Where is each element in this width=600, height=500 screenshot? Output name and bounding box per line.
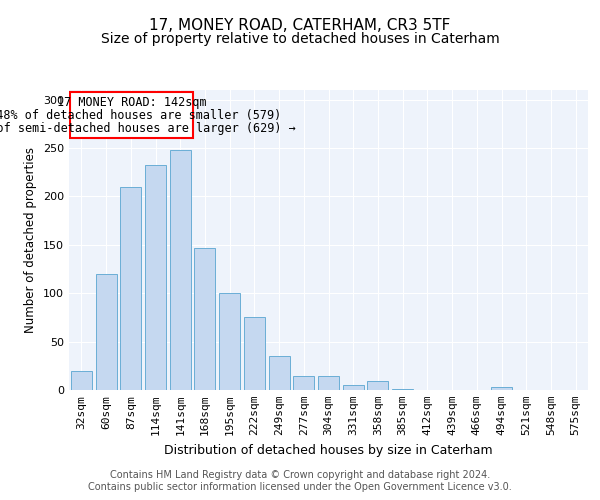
Bar: [120, 187, 141, 390]
Bar: [95, 274, 116, 390]
Bar: [367, 382, 388, 390]
Bar: [145, 164, 166, 390]
Bar: [170, 150, 191, 390]
Bar: [491, 387, 512, 390]
Text: Size of property relative to detached houses in Caterham: Size of property relative to detached ho…: [101, 32, 499, 46]
Text: 52% of semi-detached houses are larger (629) →: 52% of semi-detached houses are larger (…: [0, 122, 295, 136]
Bar: [293, 376, 314, 390]
Bar: [269, 356, 290, 390]
Bar: [219, 293, 240, 390]
Bar: [71, 370, 92, 390]
Text: Contains public sector information licensed under the Open Government Licence v3: Contains public sector information licen…: [88, 482, 512, 492]
Text: 17 MONEY ROAD: 142sqm: 17 MONEY ROAD: 142sqm: [56, 96, 206, 109]
Text: 17, MONEY ROAD, CATERHAM, CR3 5TF: 17, MONEY ROAD, CATERHAM, CR3 5TF: [149, 18, 451, 32]
Bar: [343, 385, 364, 390]
Bar: [318, 376, 339, 390]
Y-axis label: Number of detached properties: Number of detached properties: [25, 147, 37, 333]
Bar: [194, 248, 215, 390]
Bar: [244, 318, 265, 390]
Bar: [70, 92, 193, 138]
Text: Contains HM Land Registry data © Crown copyright and database right 2024.: Contains HM Land Registry data © Crown c…: [110, 470, 490, 480]
X-axis label: Distribution of detached houses by size in Caterham: Distribution of detached houses by size …: [164, 444, 493, 456]
Text: ← 48% of detached houses are smaller (579): ← 48% of detached houses are smaller (57…: [0, 109, 281, 122]
Bar: [392, 389, 413, 390]
